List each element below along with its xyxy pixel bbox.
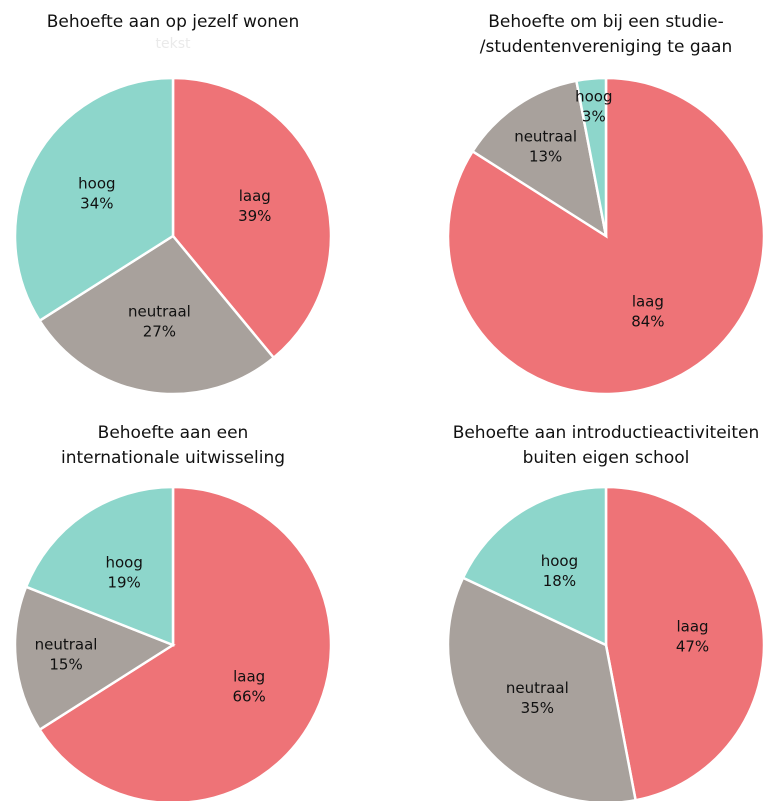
pie-slice (37, 485, 333, 801)
slice-category-label: laag (239, 187, 271, 205)
pie-slice (470, 79, 608, 239)
slice-value-label: 19% (107, 574, 140, 592)
pie-slice (13, 585, 176, 732)
slice-value-label: 27% (143, 322, 176, 340)
chart-title: Behoefte aan introductieactiviteiten (453, 423, 760, 443)
chart-title: /studentenvereniging te gaan (480, 37, 732, 57)
slice-category-label: laag (233, 667, 265, 685)
pie-chart: Behoefte om bij een studie- /studentenver… (446, 12, 766, 396)
pie-slice (37, 234, 276, 396)
chart-title: Behoefte om bij een studie- (488, 12, 723, 32)
slice-value-label: 66% (232, 687, 265, 705)
pie-slice (24, 485, 175, 647)
slice-value-label: 47% (676, 637, 709, 655)
pie-slice (604, 485, 766, 801)
slice-value-label: 84% (631, 313, 664, 331)
chart-title: buiten eigen school (523, 448, 690, 468)
pie-slice (446, 576, 638, 801)
slice-value-label: 15% (49, 656, 82, 674)
slice-value-label: 18% (543, 572, 576, 590)
slice-value-label: 13% (529, 148, 562, 166)
slice-category-label: hoog (575, 88, 612, 106)
slice-value-label: 34% (80, 195, 113, 213)
slice-category-label: hoog (541, 552, 578, 570)
slice-category-label: neutraal (506, 679, 569, 697)
slice-category-label: hoog (78, 175, 115, 193)
chart-title: internationale uitwisseling (61, 448, 285, 468)
pie-slice (574, 76, 608, 237)
pie-chart: Behoefte aan introductieactiviteiten buit… (446, 423, 766, 801)
slice-category-label: neutraal (35, 636, 98, 654)
pie-slice (171, 76, 333, 360)
slice-value-label: 39% (238, 207, 271, 225)
slice-category-label: laag (632, 293, 664, 311)
chart-title: Behoefte aan een (98, 423, 249, 443)
slice-category-label: neutraal (128, 302, 191, 320)
slice-category-label: hoog (105, 554, 142, 572)
slice-value-label: 3% (582, 108, 606, 126)
pie-slice (461, 485, 608, 647)
chart-title: Behoefte aan op jezelf wonen (47, 12, 300, 32)
pie-chart: Behoefte aan op jezelf wonen tekst laag 39%… (13, 12, 333, 396)
slice-value-label: 35% (521, 699, 554, 717)
pie-slice (13, 76, 175, 323)
pie-chart: Behoefte aan een internationale uitwissel… (13, 423, 333, 801)
slice-category-label: neutraal (514, 128, 577, 146)
chart-subtitle: tekst (156, 36, 192, 52)
slice-category-label: laag (676, 617, 708, 635)
